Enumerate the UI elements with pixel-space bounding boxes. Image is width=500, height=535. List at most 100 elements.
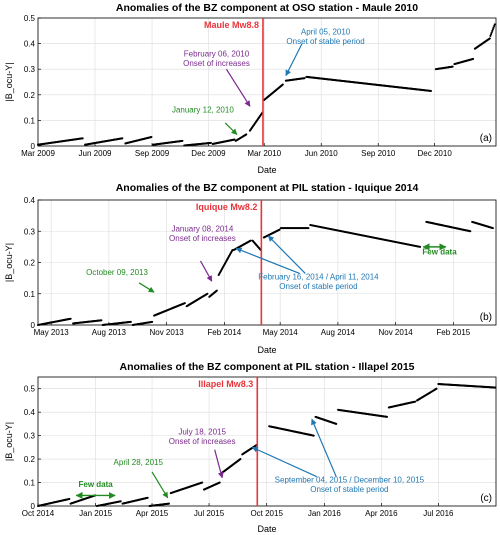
data-point	[278, 228, 281, 231]
annotation-text: September 04, 2015 / December 10, 2015	[275, 476, 425, 485]
y-tick-label: 0.4	[24, 40, 36, 49]
data-point	[281, 83, 284, 86]
data-point	[215, 289, 218, 292]
data-point	[303, 77, 306, 80]
annotation-text: Few data	[422, 248, 457, 257]
chart-panel-2: Anomalies of the BZ component at PIL sta…	[4, 182, 497, 355]
data-point	[435, 387, 438, 390]
annotation-arrow	[285, 43, 303, 77]
data-point	[490, 31, 493, 34]
data-point	[493, 23, 496, 26]
data-point	[167, 502, 170, 505]
annotation-arrow	[224, 122, 238, 135]
chart-panel-3: Anomalies of the BZ component at PIL sta…	[4, 361, 497, 534]
annotation-text: Onset of stable period	[310, 485, 388, 494]
data-points	[36, 220, 494, 327]
data-point	[121, 137, 124, 140]
data-point	[245, 133, 248, 136]
data-point	[385, 415, 389, 418]
chart-title: Anomalies of the BZ component at PIL sta…	[119, 361, 414, 373]
chart-panel-1: Anomalies of the BZ component at OSO sta…	[4, 2, 497, 175]
data-point	[492, 26, 495, 29]
data-point	[307, 227, 310, 230]
x-tick-label: Feb 2015	[436, 328, 470, 337]
data-point	[414, 400, 417, 403]
x-tick-label: Nov 2013	[149, 328, 184, 337]
panel-label: (c)	[480, 493, 492, 504]
y-axis-label: |B_ocu-Y|	[4, 243, 14, 282]
data-point	[206, 292, 209, 295]
annotation-text: Onset of stable period	[279, 282, 357, 291]
annotation-text: Onset of increases	[169, 234, 236, 243]
y-tick-label: 0.1	[24, 290, 36, 299]
annotation: February 16, 2014 / April 11, 2014Onset …	[235, 247, 379, 291]
data-point	[181, 139, 184, 142]
annotation-text: Onset of increases	[183, 59, 250, 68]
y-tick-label: 0.2	[24, 91, 36, 100]
data-point	[150, 135, 153, 139]
chart-title: Anomalies of the BZ component at PIL sta…	[116, 182, 419, 194]
annotation: April 28, 2015	[114, 458, 169, 499]
annotation-arrow	[235, 247, 300, 274]
x-tick-label: Oct 2015	[250, 509, 283, 518]
data-point	[335, 422, 338, 425]
data-point	[201, 481, 204, 484]
chart-title: Anomalies of the BZ component at OSO sta…	[116, 2, 418, 14]
annotation-text: Onset of increases	[169, 437, 236, 446]
earthquake-label: Maule Mw8.8	[204, 20, 259, 30]
earthquake-label: Illapel Mw8.3	[198, 379, 253, 389]
x-axis-label: Date	[257, 165, 276, 175]
y-tick-label: 0.3	[24, 65, 36, 74]
data-point	[312, 434, 315, 437]
x-axis-label: Date	[257, 345, 276, 355]
y-tick-label: 0.3	[24, 432, 36, 441]
data-point	[68, 497, 71, 501]
annotation-text: February 16, 2014 / April 11, 2014	[258, 273, 379, 282]
earthquake-label: Iquique Mw8.2	[196, 202, 258, 212]
data-point	[129, 320, 132, 323]
data-point	[146, 496, 149, 499]
annotation-text: February 06, 2010	[184, 49, 250, 58]
annotation-text: January 12, 2010	[172, 106, 234, 115]
annotation-arrow	[138, 282, 155, 293]
annotation-arrow	[225, 68, 251, 107]
x-axis-label: Date	[257, 524, 276, 534]
annotation-arrow	[199, 260, 213, 282]
y-tick-label: 0.3	[24, 227, 36, 236]
annotation-text: April 28, 2015	[114, 458, 164, 467]
annotation: October 09, 2013	[86, 268, 155, 293]
data-point	[491, 227, 494, 230]
annotation-text: Onset of stable period	[286, 37, 364, 46]
x-tick-label: Feb 2014	[207, 328, 241, 337]
x-tick-label: Sep 2009	[135, 149, 170, 158]
data-point	[218, 481, 221, 484]
annotation-text: Few data	[79, 480, 114, 489]
annotation-arrow	[214, 449, 224, 479]
panel-label: (a)	[480, 133, 492, 144]
annotation-text: July 18, 2015	[178, 427, 226, 436]
panel-label: (b)	[480, 312, 492, 323]
plot-area	[37, 17, 497, 147]
x-tick-label: Jun 2009	[79, 149, 112, 158]
x-tick-label: Jul 2016	[423, 509, 454, 518]
x-tick-label: Dec 2010	[418, 149, 453, 158]
x-tick-label: Dec 2009	[191, 149, 226, 158]
annotation-arrow	[267, 235, 306, 274]
data-point	[249, 239, 252, 242]
y-tick-label: 0	[31, 142, 36, 151]
data-point	[494, 386, 497, 389]
annotation-arrow	[251, 446, 318, 478]
data-point	[81, 137, 84, 140]
data-point	[239, 458, 242, 461]
y-tick-label: 0.1	[24, 479, 36, 488]
annotation-arrow	[311, 418, 337, 477]
annotation	[311, 418, 337, 477]
data-point	[489, 34, 492, 37]
x-tick-label: Oct 2014	[22, 509, 55, 518]
data-points	[36, 382, 497, 508]
